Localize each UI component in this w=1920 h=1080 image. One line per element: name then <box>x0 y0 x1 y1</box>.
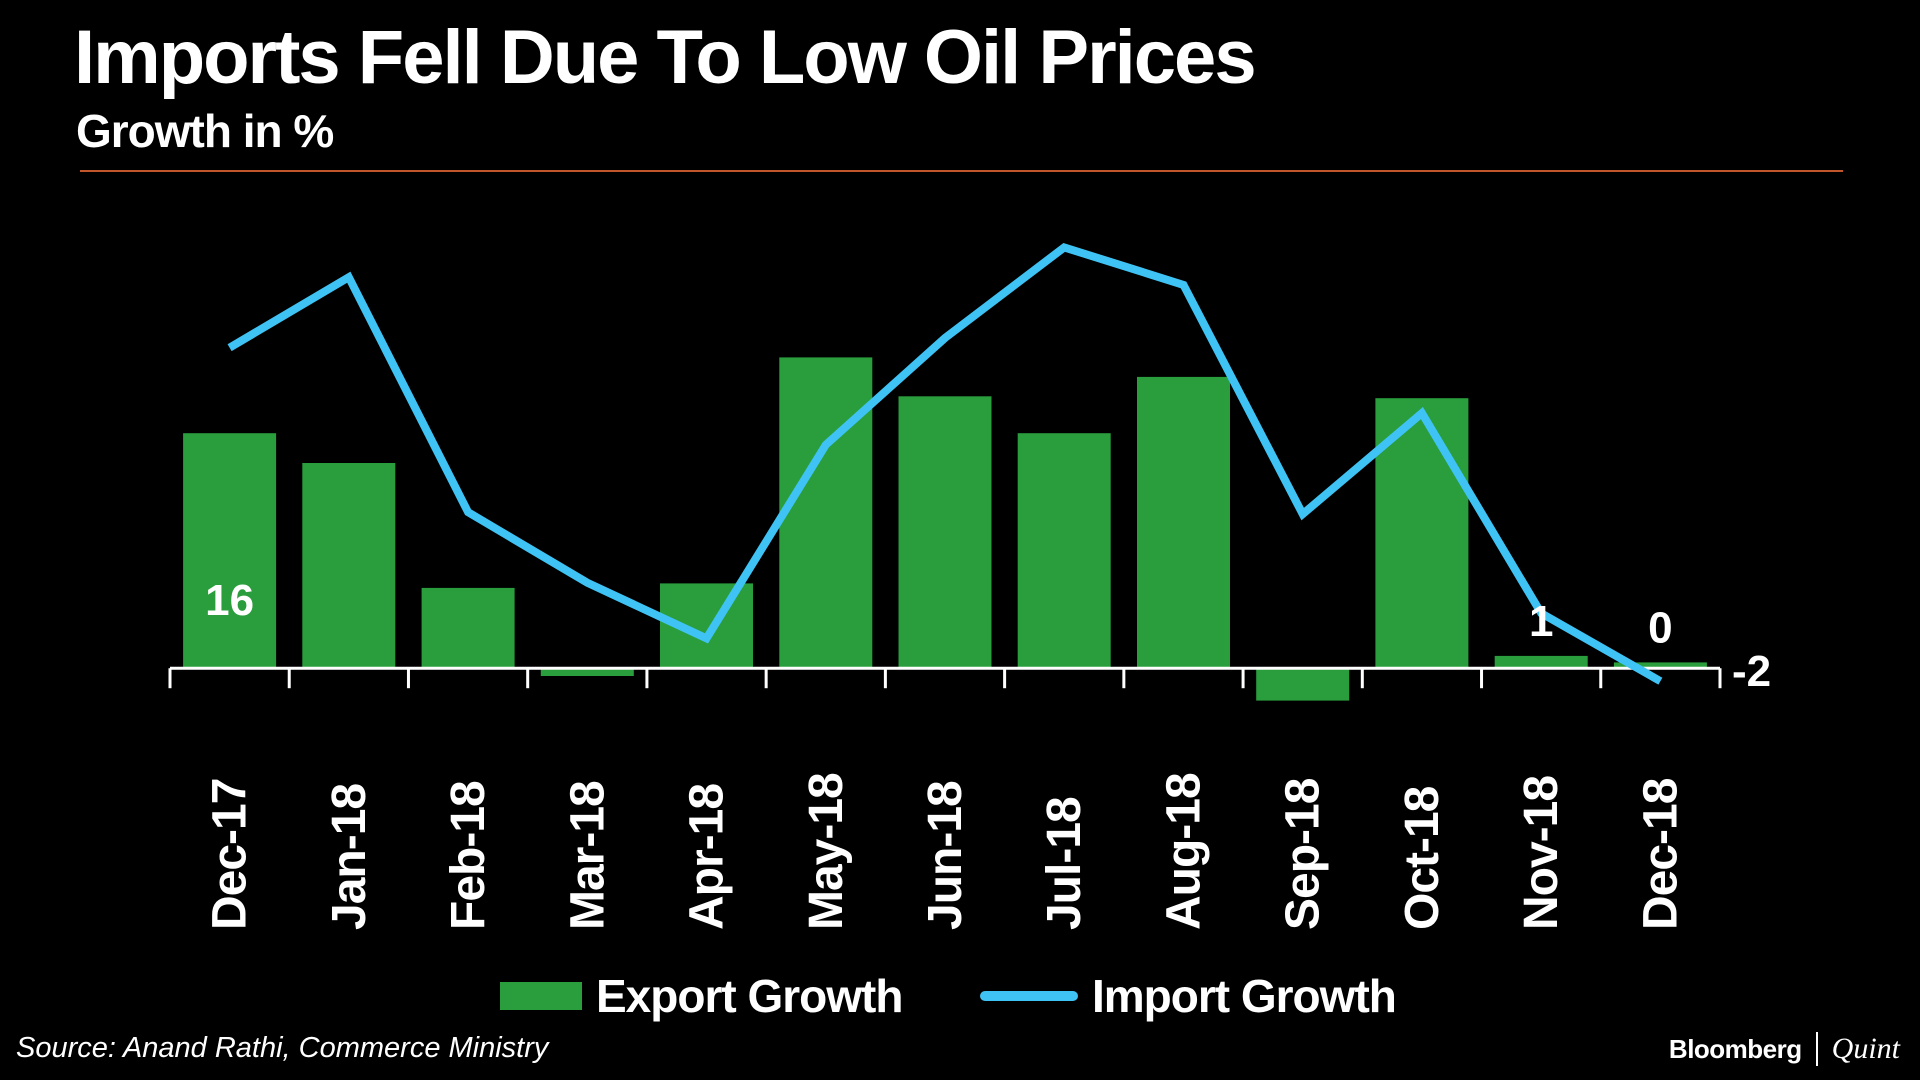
export-bar-nov-18 <box>1494 655 1588 669</box>
export-bar-jan-18 <box>302 463 396 669</box>
legend-export-label: Export Growth <box>596 970 903 1022</box>
x-tick-label: Feb-18 <box>442 781 495 930</box>
x-tick-label: Mar-18 <box>561 781 614 930</box>
x-tick-label: Jun-18 <box>919 781 972 930</box>
export-bar-may-18 <box>779 357 873 669</box>
x-tick-label: Oct-18 <box>1396 786 1449 930</box>
legend-export-swatch <box>500 982 582 1010</box>
data-label: -2 <box>1732 647 1771 696</box>
logo-divider <box>1815 1032 1818 1066</box>
source-note: Source: Anand Rathi, Commerce Ministry <box>16 1032 549 1064</box>
export-bar-dec-17 <box>183 433 277 669</box>
export-bar-aug-18 <box>1137 376 1230 669</box>
x-tick-label: Nov-18 <box>1515 776 1568 930</box>
logo-bloomberg-text: Bloomberg <box>1668 1033 1802 1064</box>
legend-export: Export Growth <box>500 968 903 1024</box>
x-tick-label: Dec-18 <box>1634 778 1687 930</box>
title-divider <box>80 170 1843 172</box>
export-bar-jul-18 <box>1017 433 1111 669</box>
x-tick-label: Dec-17 <box>204 779 257 930</box>
data-label: 16 <box>205 576 254 625</box>
import-growth-line <box>227 242 1663 685</box>
legend-import-label: Import Growth <box>1092 970 1397 1022</box>
export-bar-feb-18 <box>421 587 515 669</box>
export-bar-dec-18 <box>1613 662 1707 669</box>
chart-title: Imports Fell Due To Low Oil Prices <box>74 15 1257 100</box>
legend-import-swatch <box>980 991 1078 1001</box>
data-label: 0 <box>1648 603 1672 652</box>
data-label: 1 <box>1529 597 1553 646</box>
x-tick-label: Apr-18 <box>681 784 734 930</box>
bloomberg-quint-logo: Bloomberg Quint <box>1669 1032 1900 1066</box>
logo-quint-text: Quint <box>1831 1032 1900 1065</box>
x-tick-label: Sep-18 <box>1277 778 1330 930</box>
x-tick-label: Jan-18 <box>323 784 376 930</box>
x-tick-label: Jul-18 <box>1038 797 1091 930</box>
export-bar-sep-18 <box>1256 668 1350 701</box>
export-bar-jun-18 <box>898 396 992 669</box>
legend-import: Import Growth <box>980 968 1397 1024</box>
x-tick-label: May-18 <box>800 773 853 930</box>
x-tick-label: Aug-18 <box>1158 773 1211 930</box>
export-bar-mar-18 <box>540 668 634 676</box>
chart-subtitle: Growth in % <box>76 105 334 157</box>
